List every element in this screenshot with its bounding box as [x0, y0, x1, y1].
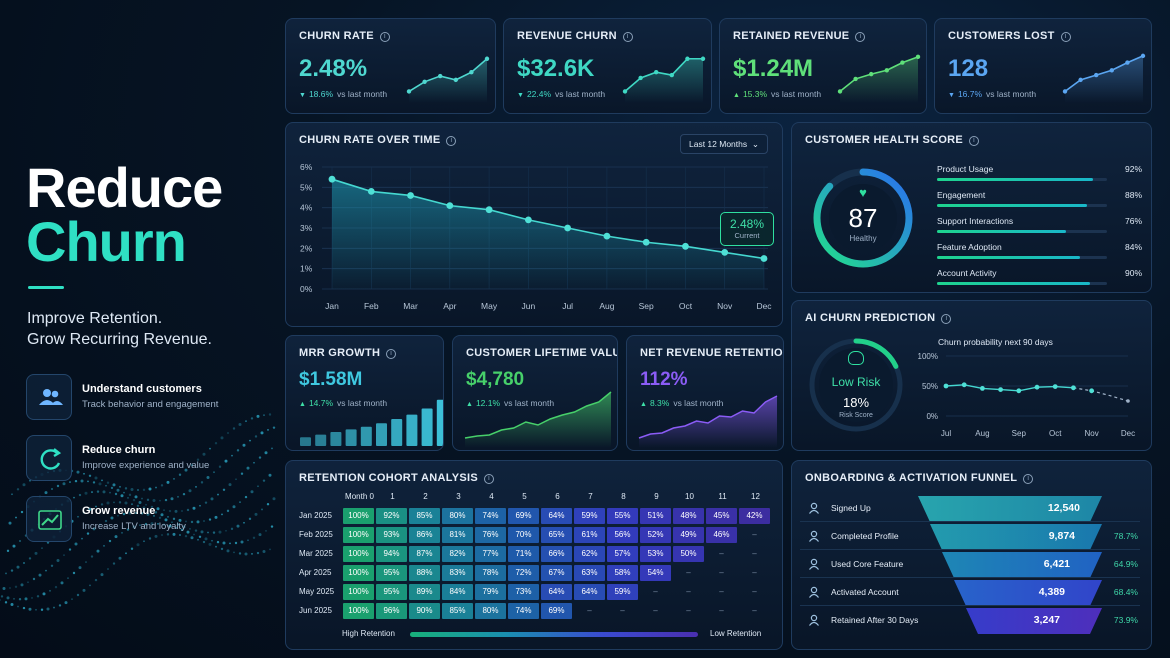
funnel-row: Signed Up 12,540 — [800, 496, 1140, 522]
funnel-stage-pct: 64.9% — [1100, 559, 1138, 569]
funnel-row: Completed Profile 9,874 78.7% — [800, 524, 1140, 550]
funnel-stage-label: Retained After 30 Days — [831, 615, 918, 625]
funnel-stage-label: Completed Profile — [831, 531, 899, 541]
funnel-stage-value: 4,389 — [995, 586, 1065, 598]
funnel-stage-value: 6,421 — [1000, 558, 1070, 570]
funnel-row: Used Core Feature 6,421 64.9% — [800, 552, 1140, 578]
profile-check-icon — [808, 530, 820, 542]
funnel-stage-label: Activated Account — [831, 587, 899, 597]
clock-icon — [808, 558, 820, 570]
funnel-stage-label: Used Core Feature — [831, 559, 903, 569]
funnel-row: Retained After 30 Days 3,247 73.9% — [800, 608, 1140, 634]
funnel-stage-value: 3,247 — [990, 614, 1060, 626]
funnel-row: Activated Account 4,389 68.4% — [800, 580, 1140, 606]
user-active-icon — [808, 586, 820, 598]
funnel-stage-pct: 73.9% — [1100, 615, 1138, 625]
funnel-stage-pct: 78.7% — [1100, 531, 1138, 541]
funnel-stage-pct: 68.4% — [1100, 587, 1138, 597]
medal-icon — [808, 614, 820, 626]
funnel-stage-value: 12,540 — [1010, 502, 1080, 514]
user-icon — [808, 502, 820, 514]
funnel-stage-value: 9,874 — [1005, 530, 1075, 542]
funnel-stage-label: Signed Up — [831, 503, 871, 513]
